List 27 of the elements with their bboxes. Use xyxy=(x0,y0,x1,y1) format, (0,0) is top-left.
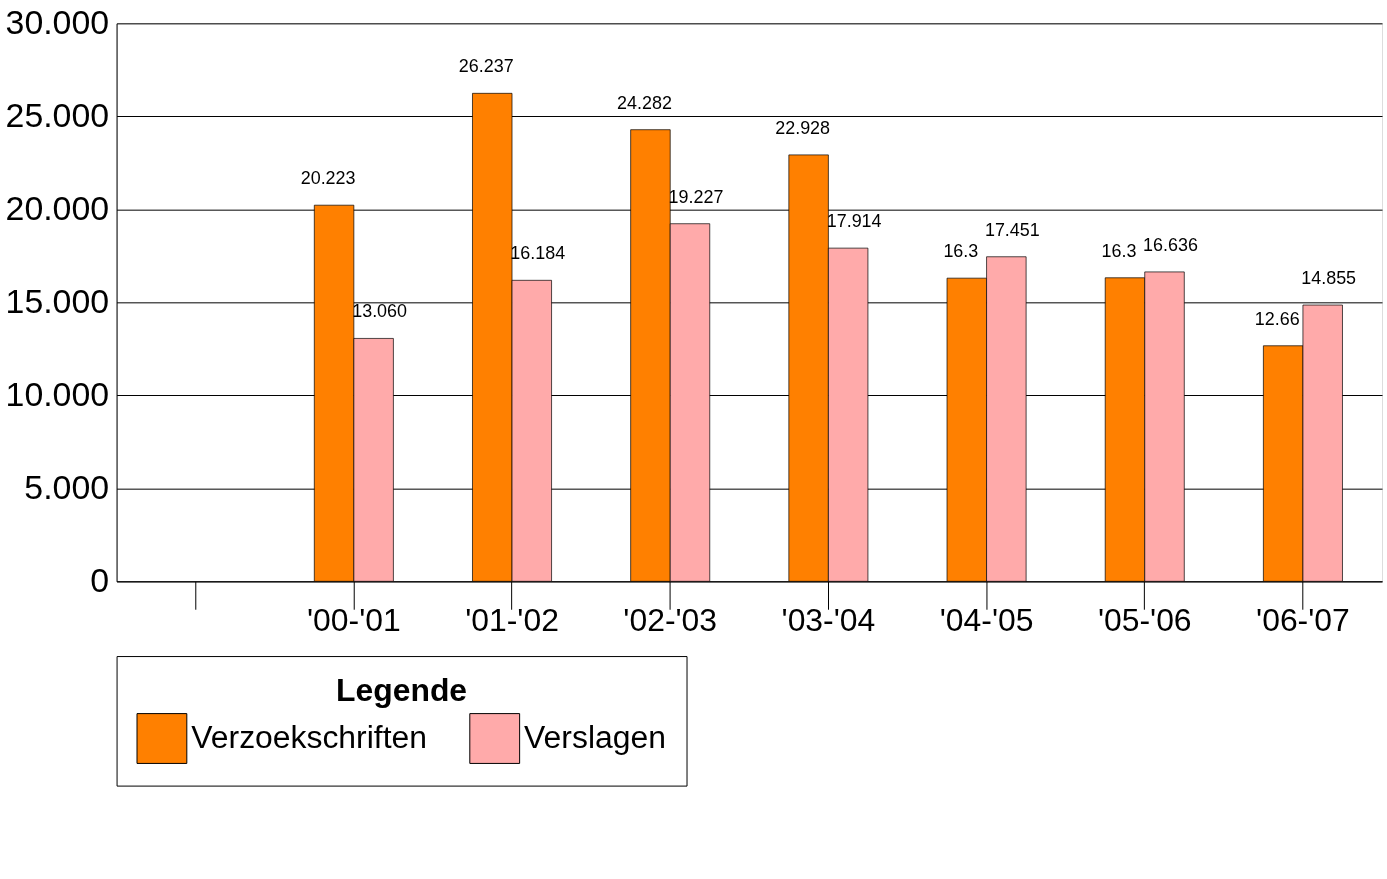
data-label: 16.636 xyxy=(1143,234,1198,255)
data-label: 26.237 xyxy=(458,56,514,77)
y-tick-label: 20.000 xyxy=(5,188,110,227)
data-label: 16.3 xyxy=(943,241,979,262)
data-label: 14.855 xyxy=(1301,268,1357,289)
data-label: 24.282 xyxy=(617,92,672,113)
data-label: 17.451 xyxy=(984,219,1040,240)
y-tick-label: 10.000 xyxy=(5,374,110,413)
data-label: 20.223 xyxy=(300,168,356,189)
y-tick-label: 15.000 xyxy=(5,281,110,320)
y-tick-label: 0 xyxy=(90,560,110,599)
data-label: 16.3 xyxy=(1101,240,1137,261)
data-label: 22.928 xyxy=(775,117,831,138)
legend-label: Verzoekschriften xyxy=(191,719,427,756)
x-tick-label: '00-'01 xyxy=(307,601,401,638)
x-tick-label: '06-'07 xyxy=(1256,601,1350,638)
x-tick-label: '04-'05 xyxy=(939,601,1034,638)
y-tick-label: 30.000 xyxy=(5,2,110,41)
x-tick-label: '01-'02 xyxy=(465,601,559,638)
x-tick-label: '05-'06 xyxy=(1097,601,1192,638)
x-tick-label: '02-'03 xyxy=(623,601,718,638)
x-tick-label: '03-'04 xyxy=(781,601,876,638)
data-label: 12.66 xyxy=(1254,308,1300,329)
y-tick-label: 5.000 xyxy=(24,467,110,506)
legend-label: Verslagen xyxy=(524,719,666,756)
legend-title: Legende xyxy=(336,671,468,708)
y-tick-label: 25.000 xyxy=(5,95,110,134)
